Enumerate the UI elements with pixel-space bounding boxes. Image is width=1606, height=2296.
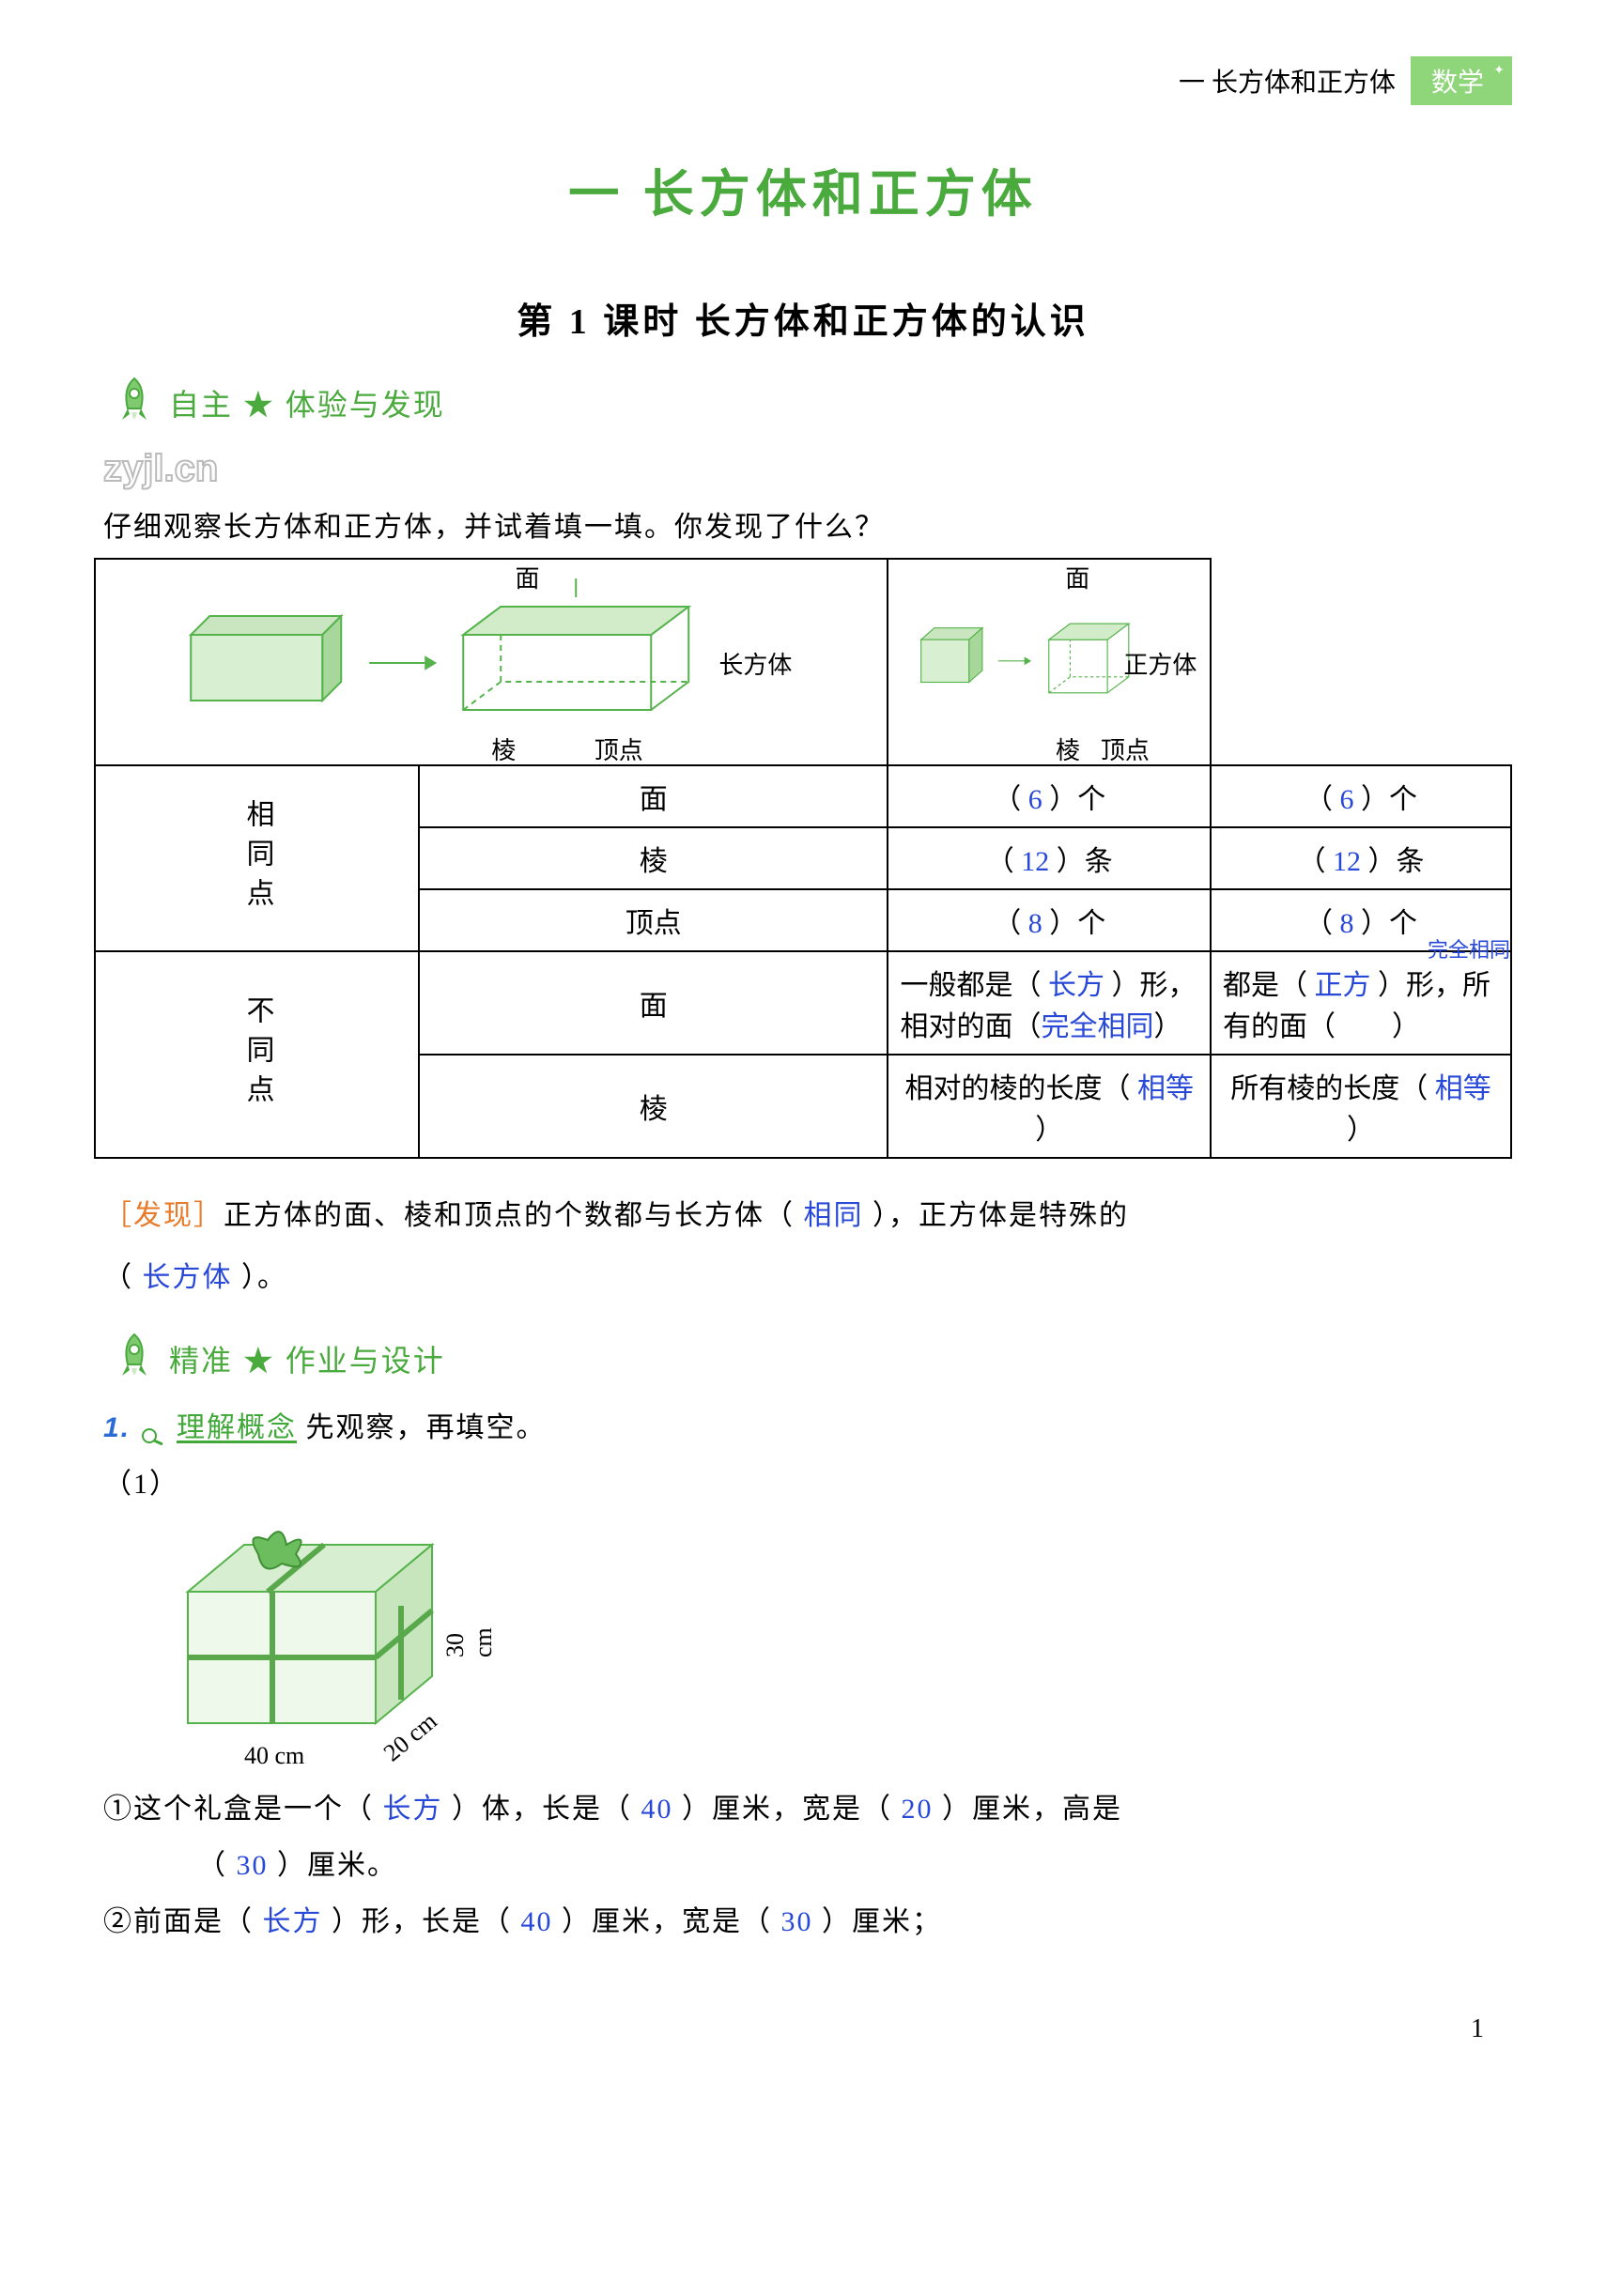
page-number: 1 bbox=[94, 2014, 1512, 2044]
q1-line1b: （ 30 ）厘米。 bbox=[197, 1841, 1503, 1883]
label-edge: 棱 bbox=[491, 732, 516, 766]
label-vertex-row: 顶点 bbox=[419, 889, 888, 951]
section-title-2: 精准 ★ 作业与设计 bbox=[169, 1337, 445, 1380]
section-heading-practice: 精准 ★ 作业与设计 bbox=[113, 1333, 1512, 1385]
cube-diff-face: 都是（ 正方 ）形，所有的面（完全相同xxxx） bbox=[1211, 951, 1511, 1055]
part-label: （1） bbox=[103, 1460, 1503, 1502]
page-header: 一 长方体和正方体 数学 ✦ bbox=[94, 56, 1512, 105]
cube-diff-edge: 所有棱的长度（ 相等 ） bbox=[1211, 1055, 1511, 1158]
label-face2: 面 bbox=[1065, 560, 1089, 594]
label-edge-row: 棱 bbox=[419, 827, 888, 889]
question-text: 先观察，再填空。 bbox=[306, 1412, 547, 1443]
subject-label: 数学 bbox=[1431, 68, 1484, 97]
label-vertex: 顶点 bbox=[595, 732, 643, 766]
subject-tag: 数学 ✦ bbox=[1414, 56, 1512, 105]
row-group-diff: 不同点 bbox=[95, 951, 419, 1158]
magnifier-icon bbox=[140, 1421, 168, 1440]
gift-box-diagram: 40 cm 20 cm 30 cm bbox=[169, 1517, 498, 1770]
question-1-head: 1. 理解概念 先观察，再填空。 bbox=[103, 1404, 1503, 1445]
label-face: 面 bbox=[516, 560, 540, 594]
sparkle-icon: ✦ bbox=[1493, 62, 1505, 78]
cube-faces: （ 6 ）个 bbox=[1211, 765, 1511, 827]
label-edge-row2: 棱 bbox=[419, 1055, 888, 1158]
watermark: zyjl.cn bbox=[103, 448, 1512, 490]
cube-edges: （ 12 ）条 bbox=[1211, 827, 1511, 889]
rocket-icon bbox=[113, 1333, 156, 1385]
dim-length: 40 cm bbox=[244, 1742, 304, 1770]
breadcrumb: 一 长方体和正方体 bbox=[1179, 62, 1396, 100]
q1-line2: ②前面是（ 长方 ）形，长是（ 40 ）厘米，宽是（ 30 ）厘米； bbox=[103, 1898, 1503, 1939]
cuboid-edges: （ 12 ）条 bbox=[888, 827, 1211, 889]
label-cuboid: 长方体 bbox=[718, 646, 792, 681]
intro-text: 仔细观察长方体和正方体，并试着填一填。你发现了什么？ bbox=[103, 503, 1512, 545]
label-vertex2: 顶点 bbox=[1101, 732, 1150, 766]
cuboid-diff-edge: 相对的棱的长度（ 相等 ） bbox=[888, 1055, 1211, 1158]
row-group-same: 相同点 bbox=[95, 765, 419, 951]
label-face-row: 面 bbox=[419, 765, 888, 827]
section-heading-discovery: 自主 ★ 体验与发现 bbox=[113, 377, 1512, 429]
cuboid-diagram-cell: 面 长方体 棱 顶点 bbox=[95, 559, 888, 765]
label-cube: 正方体 bbox=[1123, 646, 1197, 681]
discover-tag: ［发现］ bbox=[103, 1200, 224, 1231]
cube-diagram-cell: 面 正方体 棱 顶点 bbox=[888, 559, 1211, 765]
cuboid-diff-face: 一般都是（ 长方 ）形，相对的面（完全相同） bbox=[888, 951, 1211, 1055]
concept-label: 理解概念 bbox=[177, 1412, 297, 1443]
section-title: 自主 ★ 体验与发现 bbox=[169, 381, 445, 424]
comparison-table: 面 长方体 棱 顶点 面 正方体 bbox=[94, 558, 1512, 1159]
discover-text: ［发现］正方体的面、棱和顶点的个数都与长方体（ 相同 ），正方体是特殊的 （ 长… bbox=[103, 1185, 1503, 1309]
label-edge2: 棱 bbox=[1056, 732, 1080, 766]
label-face-row2: 面 bbox=[419, 951, 888, 1055]
question-number: 1. bbox=[103, 1412, 131, 1443]
cuboid-vertices: （ 8 ）个 bbox=[888, 889, 1211, 951]
chapter-title: 一 长方体和正方体 bbox=[94, 152, 1512, 226]
cuboid-faces: （ 6 ）个 bbox=[888, 765, 1211, 827]
q1-line1: ①这个礼盒是一个（ 长方 ）体，长是（ 40 ）厘米，宽是（ 20 ）厘米，高是 bbox=[103, 1785, 1503, 1826]
lesson-title: 第 1 课时 长方体和正方体的认识 bbox=[94, 292, 1512, 344]
dim-height: 30 cm bbox=[441, 1601, 498, 1657]
rocket-icon bbox=[113, 377, 156, 429]
